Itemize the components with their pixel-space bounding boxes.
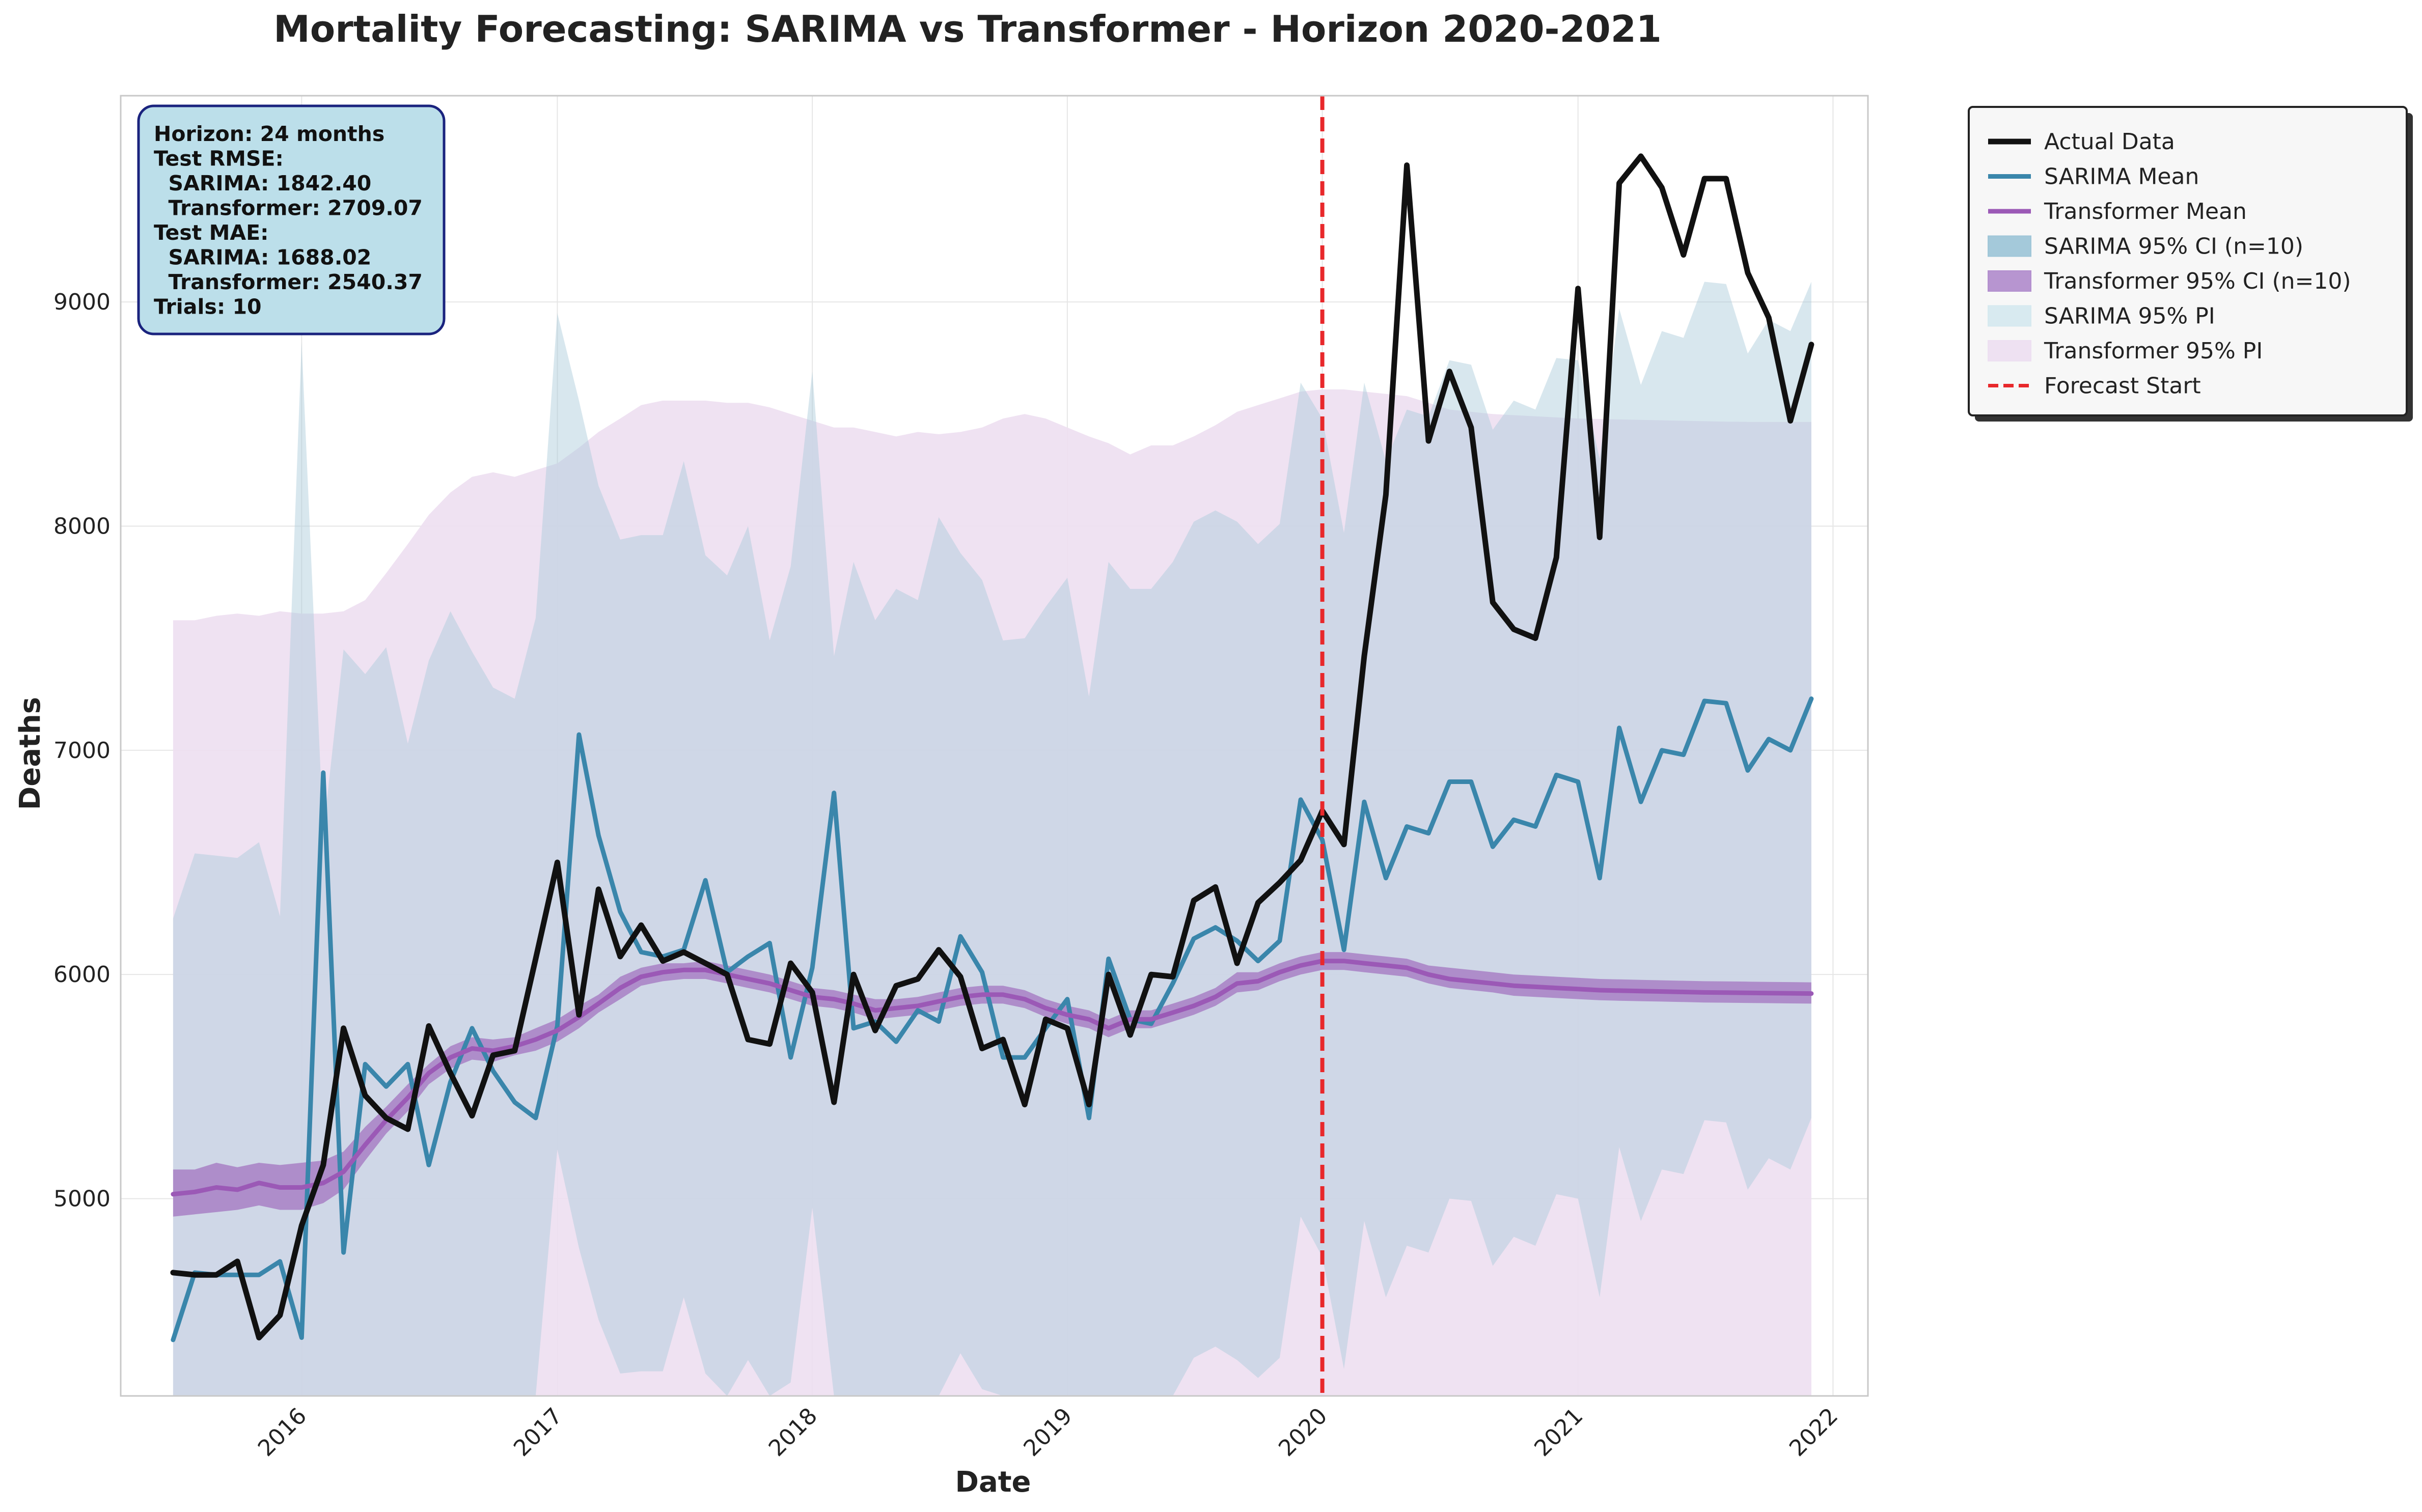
legend-label: SARIMA 95% CI (n=10): [2044, 234, 2303, 260]
stats-box-line: Transformer: 2709.07: [154, 196, 423, 220]
stats-box-line: Test MAE:: [154, 220, 269, 245]
legend-swatch: [1988, 270, 2031, 292]
stats-box-background: [137, 104, 446, 335]
stats-box-line: SARIMA: 1842.40: [154, 171, 371, 195]
legend-swatch: [1988, 340, 2031, 361]
stats-box-line: Horizon: 24 months: [154, 122, 384, 146]
band-sarima-95-pi: [173, 282, 1811, 1396]
x-axis-label: Date: [955, 1466, 1031, 1499]
stats-box-line: Trials: 10: [154, 295, 262, 319]
legend-label: Transformer 95% PI: [2044, 338, 2263, 364]
series-actual-data: [170, 153, 1814, 1340]
stats-box-line: Test RMSE:: [154, 147, 284, 171]
legend-label: SARIMA Mean: [2044, 164, 2199, 190]
chart-title: Mortality Forecasting: SARIMA vs Transfo…: [273, 8, 1662, 50]
stats-box-line: SARIMA: 1688.02: [154, 245, 371, 270]
band-transformer-95-pi: [173, 389, 1811, 1396]
legend-frame: [1968, 106, 2408, 416]
legend: Actual Data SARIMA Mean Transformer Mean SA…: [1968, 106, 2413, 422]
series-sarima-mean: [171, 696, 1814, 1342]
y-tick-label: 9000: [53, 289, 111, 315]
band-transformer-95-ci-n-10: [173, 952, 1811, 1217]
series-lines: [170, 96, 1814, 1396]
bands: [173, 282, 1811, 1396]
y-tick-label: 6000: [53, 962, 111, 988]
legend-label: Actual Data: [2044, 129, 2175, 155]
legend-label: Transformer Mean: [2044, 199, 2247, 225]
y-tick-label: 8000: [53, 513, 111, 539]
y-axis-label: Deaths: [14, 697, 47, 810]
legend-label: Forecast Start: [2044, 373, 2201, 399]
y-tick-label: 7000: [53, 738, 111, 764]
legend-label: SARIMA 95% PI: [2044, 303, 2215, 329]
legend-swatch: [1988, 235, 2031, 257]
stats-box-line: Transformer: 2540.37: [154, 270, 423, 294]
plot-frame: [120, 95, 1869, 1397]
legend-label: Transformer 95% CI (n=10): [2044, 268, 2351, 294]
y-tick-label: 5000: [53, 1186, 111, 1212]
legend-swatch: [1988, 305, 2031, 327]
